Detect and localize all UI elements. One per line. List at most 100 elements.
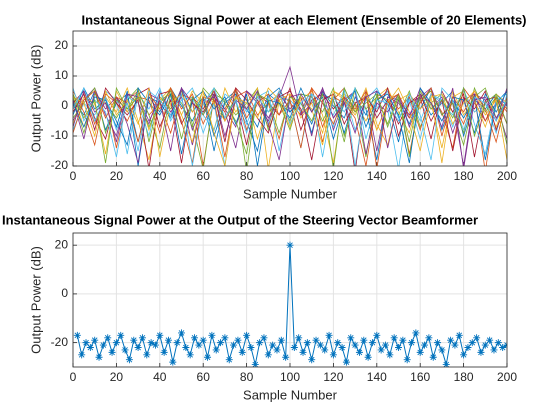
- x-tick-label: 20: [110, 169, 124, 183]
- marker: [134, 344, 142, 352]
- marker: [99, 341, 107, 349]
- x-tick-label: 140: [367, 169, 387, 183]
- marker: [425, 334, 433, 342]
- marker: [308, 356, 316, 364]
- marker: [186, 351, 194, 359]
- line: [73, 86, 507, 166]
- marker: [82, 339, 90, 347]
- x-axis-label: Sample Number: [243, 186, 338, 201]
- marker: [434, 339, 442, 347]
- marker: [373, 331, 381, 339]
- x-tick-label: 60: [197, 169, 211, 183]
- x-tick-label: 200: [497, 370, 517, 384]
- marker: [225, 356, 233, 364]
- marker: [182, 344, 190, 352]
- marker: [251, 361, 259, 367]
- marker: [273, 346, 281, 354]
- marker: [329, 351, 337, 359]
- marker: [494, 339, 502, 347]
- marker: [256, 339, 264, 347]
- line: [73, 86, 507, 166]
- x-tick-label: 40: [153, 370, 167, 384]
- marker: [260, 334, 268, 342]
- x-tick-label: 120: [323, 169, 343, 183]
- marker: [455, 331, 463, 339]
- marker: [477, 348, 485, 356]
- marker: [486, 336, 494, 344]
- x-tick-label: 20: [110, 370, 124, 384]
- line: [73, 86, 507, 166]
- line: [73, 87, 507, 166]
- marker: [178, 329, 185, 337]
- x-tick-label: 120: [323, 370, 343, 384]
- marker: [95, 353, 103, 361]
- marker: [173, 339, 181, 347]
- x-tick-label: 140: [367, 370, 387, 384]
- marker: [221, 334, 229, 342]
- x-tick-label: 160: [410, 169, 430, 183]
- marker: [481, 341, 489, 349]
- marker: [130, 336, 138, 344]
- marker: [342, 358, 350, 366]
- x-tick-label: 100: [280, 169, 300, 183]
- marker: [86, 344, 94, 352]
- marker: [490, 346, 498, 354]
- x-tick-label: 0: [70, 370, 77, 384]
- x-tick-label: 80: [240, 370, 254, 384]
- marker: [286, 241, 294, 249]
- marker: [199, 336, 207, 344]
- marker: [468, 339, 476, 347]
- marker: [355, 348, 363, 356]
- marker: [416, 348, 424, 356]
- marker: [395, 344, 402, 352]
- marker: [321, 346, 329, 354]
- marker: [112, 339, 120, 347]
- marker: [269, 341, 277, 349]
- marker: [121, 346, 129, 354]
- marker: [160, 348, 168, 356]
- marker: [338, 344, 346, 352]
- y-tick-label: 20: [55, 237, 69, 251]
- marker: [499, 344, 507, 352]
- marker: [408, 339, 416, 347]
- marker: [191, 334, 199, 342]
- marker: [208, 331, 216, 339]
- marker: [295, 334, 303, 342]
- marker: [104, 334, 112, 342]
- y-tick-label: -10: [51, 128, 69, 142]
- marker: [360, 336, 368, 344]
- marker: [438, 346, 446, 354]
- axes-box: [72, 30, 508, 167]
- x-tick-label: 200: [497, 169, 517, 183]
- marker: [473, 334, 481, 342]
- y-tick-label: 10: [55, 68, 69, 82]
- x-tick-label: 180: [454, 169, 474, 183]
- marker: [386, 351, 394, 359]
- y-tick-label: 0: [61, 98, 68, 112]
- marker: [381, 341, 389, 349]
- y-axis-label: Output Power (dB): [28, 45, 43, 153]
- x-tick-label: 160: [410, 370, 430, 384]
- marker: [347, 334, 355, 342]
- marker: [212, 346, 220, 354]
- marker: [351, 341, 359, 349]
- marker: [390, 334, 398, 342]
- marker: [316, 341, 324, 349]
- marker: [243, 331, 251, 339]
- marker: [125, 356, 133, 364]
- marker: [143, 351, 151, 359]
- marker: [264, 351, 272, 359]
- y-tick-label: 0: [61, 286, 68, 300]
- marker: [399, 336, 407, 344]
- x-axis-label: Sample Number: [243, 387, 338, 402]
- marker: [460, 351, 468, 359]
- line: [76, 245, 507, 365]
- axes-box: [72, 232, 508, 368]
- x-tick-label: 0: [70, 169, 77, 183]
- x-tick-label: 100: [280, 370, 300, 384]
- marker: [403, 356, 411, 364]
- line: [73, 86, 507, 166]
- marker: [195, 341, 203, 349]
- y-tick-label: -20: [51, 158, 69, 172]
